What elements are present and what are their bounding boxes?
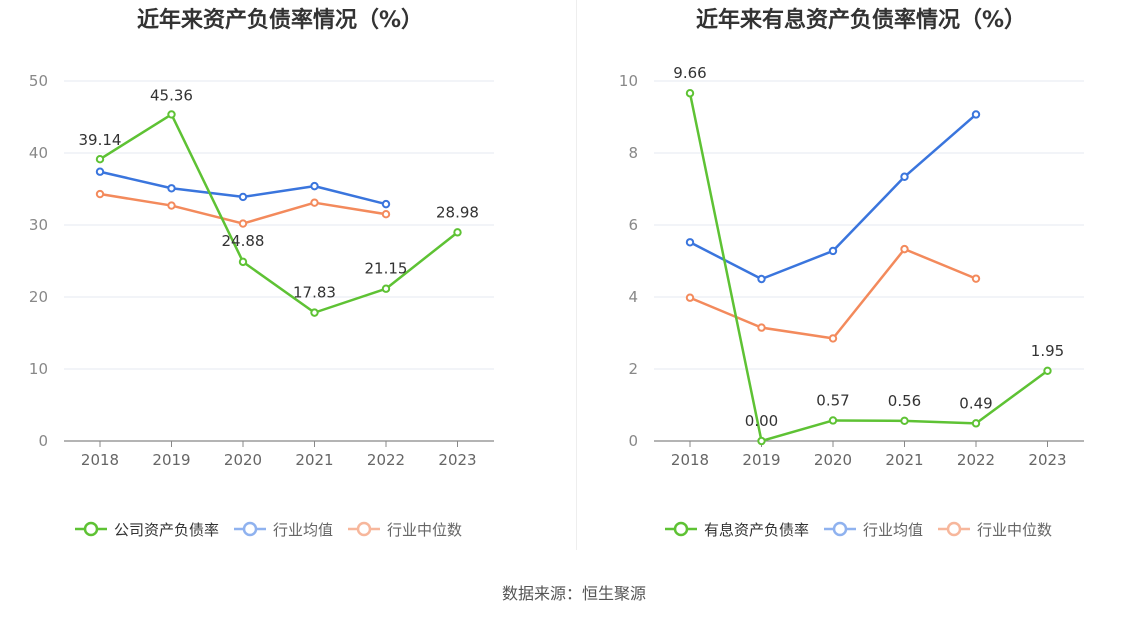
legend-label: 行业均值: [863, 520, 924, 539]
data-point[interactable]: [167, 201, 176, 210]
y-tick-label: 6: [628, 216, 638, 234]
chart-left: 0 10 20 30 40 50 2018 2019 2020 2021 2022 2023 39.14…: [29, 72, 494, 469]
data-label: 9.66: [673, 64, 706, 82]
legend-left: 公司资产负债率 行业均值 行业中位数: [74, 518, 476, 540]
x-tick-label: 2020: [814, 451, 852, 469]
y-tick-label: 20: [29, 288, 48, 306]
legend-line-icon: [938, 521, 971, 537]
series-line-0: [688, 92, 1049, 443]
data-label: 0.00: [745, 412, 778, 430]
data-point[interactable]: [757, 436, 766, 446]
data-point[interactable]: [685, 293, 695, 302]
data-point[interactable]: [238, 219, 248, 228]
chart-divider: [576, 0, 577, 550]
data-point[interactable]: [757, 323, 766, 332]
x-tick-label: 2018: [81, 451, 119, 469]
x-tick-label: 2021: [885, 451, 923, 469]
legend-item-1[interactable]: 行业均值: [233, 519, 333, 540]
data-point[interactable]: [757, 274, 766, 284]
legend-label: 行业均值: [273, 520, 334, 539]
x-tick-label: 2019: [152, 451, 190, 469]
legend-line-icon: [234, 521, 267, 537]
y-tick-label: 50: [29, 72, 48, 90]
legend-item-0[interactable]: 公司资产负债率: [74, 519, 219, 540]
data-point[interactable]: [900, 416, 909, 426]
data-label: 0.49: [959, 394, 992, 412]
data-point[interactable]: [381, 199, 391, 209]
y-tick-label: 4: [628, 288, 638, 306]
data-point[interactable]: [238, 257, 248, 267]
legend-label: 行业中位数: [977, 520, 1053, 539]
legend-label: 有息资产负债率: [704, 520, 810, 539]
data-point[interactable]: [828, 334, 838, 343]
data-label: 0.56: [888, 392, 921, 410]
legend-label: 公司资产负债率: [114, 520, 220, 539]
x-tick-label: 2020: [224, 451, 262, 469]
data-label: 1.95: [1031, 342, 1064, 360]
legend-label: 行业中位数: [387, 520, 463, 539]
legend-line-icon: [665, 521, 697, 537]
y-tick-label: 40: [29, 144, 48, 162]
data-label: 39.14: [79, 131, 122, 149]
data-point[interactable]: [685, 89, 695, 98]
data-label: 0.57: [816, 391, 849, 409]
legend-line-icon: [75, 521, 107, 537]
data-point[interactable]: [900, 244, 909, 254]
x-tick-label: 2023: [1028, 451, 1066, 469]
x-tick-label: 2018: [671, 451, 709, 469]
data-label: 21.15: [365, 260, 408, 278]
data-point[interactable]: [453, 228, 462, 237]
data-point[interactable]: [381, 210, 391, 219]
y-tick-label: 0: [38, 432, 48, 450]
legend-line-icon: [824, 521, 857, 537]
data-point[interactable]: [95, 154, 105, 164]
data-point[interactable]: [310, 181, 319, 191]
data-source-note: 数据来源：恒生聚源: [501, 584, 646, 603]
legend-item-2[interactable]: 行业中位数: [937, 519, 1052, 540]
legend-right: 有息资产负债率 行业均值 行业中位数: [664, 518, 1066, 540]
x-tick-label: 2021: [295, 451, 333, 469]
chart-title-left: 近年来资产负债率情况（%）: [136, 8, 424, 33]
data-label: 17.83: [293, 284, 336, 302]
data-point[interactable]: [828, 246, 838, 256]
data-point[interactable]: [167, 110, 176, 119]
data-point[interactable]: [310, 308, 319, 317]
data-point[interactable]: [900, 172, 909, 181]
series-line-2: [689, 247, 977, 340]
data-point[interactable]: [95, 189, 105, 199]
data-point[interactable]: [1043, 366, 1052, 375]
data-point[interactable]: [828, 416, 838, 425]
x-tick-label: 2019: [742, 451, 780, 469]
data-label: 24.88: [222, 232, 265, 250]
x-tick-label: 2022: [957, 451, 995, 469]
data-point[interactable]: [685, 238, 695, 247]
data-label: 28.98: [436, 203, 479, 221]
x-tick-label: 2022: [367, 451, 405, 469]
y-tick-label: 30: [29, 216, 48, 234]
data-point[interactable]: [971, 274, 981, 283]
data-point[interactable]: [381, 284, 391, 293]
chart-title-right: 近年来有息资产负债率情况（%）: [695, 8, 1027, 33]
x-tick-label: 2023: [438, 451, 476, 469]
data-label: 45.36: [150, 86, 193, 104]
y-tick-label: 10: [29, 360, 48, 378]
data-point[interactable]: [95, 167, 105, 176]
y-tick-label: 0: [628, 432, 638, 450]
data-point[interactable]: [971, 110, 981, 119]
data-point[interactable]: [310, 198, 319, 207]
y-tick-label: 10: [619, 72, 638, 90]
y-tick-label: 2: [628, 360, 638, 378]
data-point[interactable]: [971, 419, 981, 428]
legend-item-0[interactable]: 有息资产负债率: [664, 519, 809, 540]
legend-line-icon: [348, 521, 381, 537]
data-point[interactable]: [238, 192, 248, 202]
legend-item-1[interactable]: 行业均值: [823, 519, 923, 540]
legend-item-2[interactable]: 行业中位数: [347, 519, 462, 540]
data-point[interactable]: [167, 184, 176, 193]
y-tick-label: 8: [628, 144, 638, 162]
series-line-0: [99, 113, 459, 314]
series-line-1: [689, 113, 977, 281]
